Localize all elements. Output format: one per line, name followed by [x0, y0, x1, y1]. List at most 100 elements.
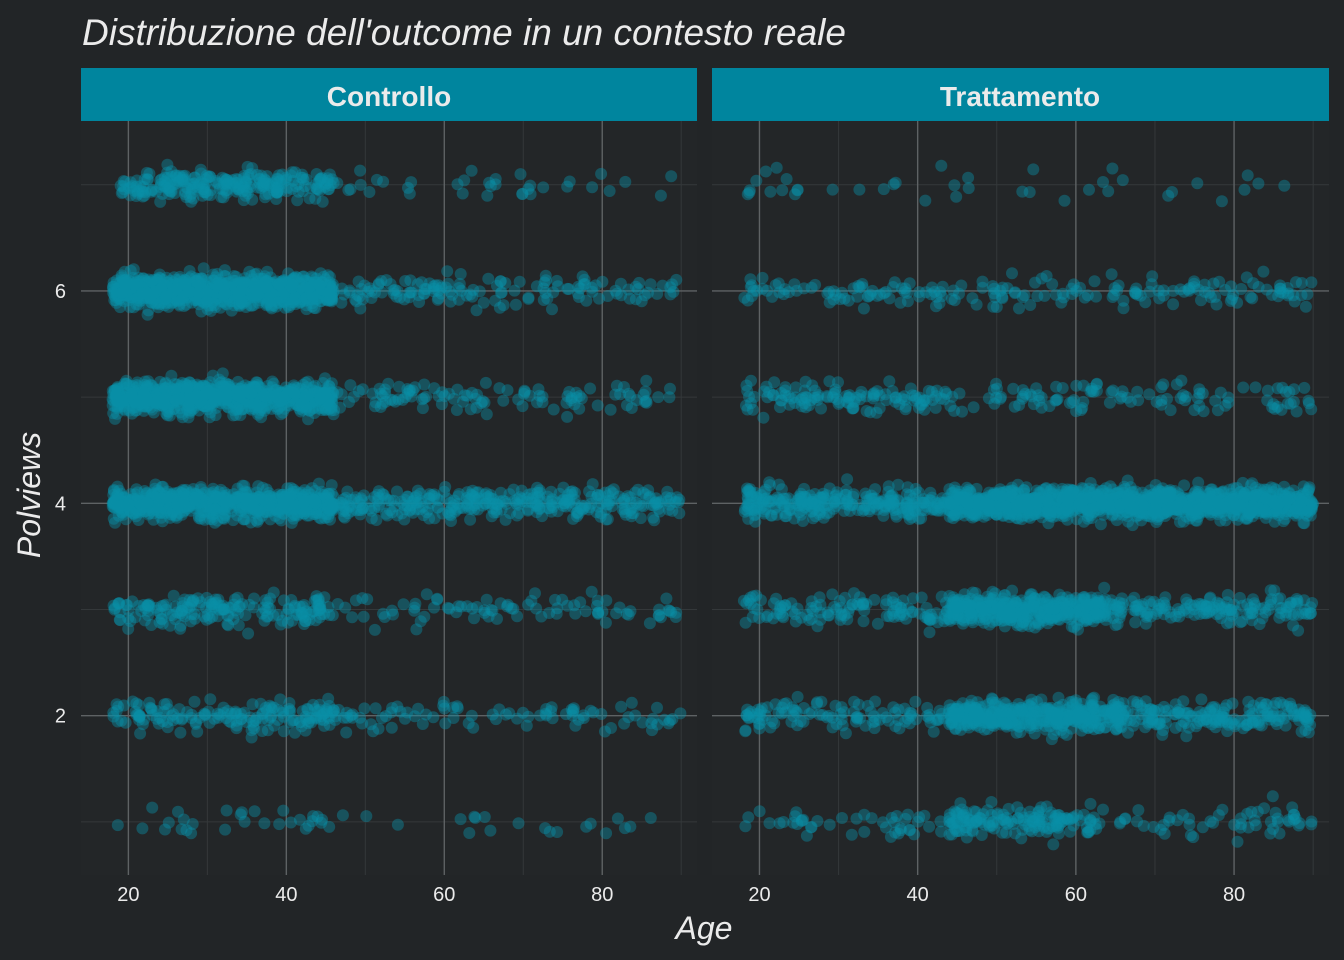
data-point: [113, 597, 125, 610]
data-point: [122, 622, 135, 635]
data-point: [206, 508, 219, 521]
data-point: [674, 707, 687, 720]
data-point: [110, 704, 123, 717]
data-point: [131, 486, 144, 499]
data-point: [204, 184, 217, 197]
data-point: [311, 810, 324, 823]
data-point: [640, 396, 653, 409]
data-point: [264, 711, 277, 724]
data-point: [308, 703, 321, 716]
data-point: [525, 594, 538, 607]
data-point: [318, 707, 331, 720]
data-point: [198, 513, 211, 526]
data-point: [545, 495, 558, 508]
data-point: [295, 486, 308, 499]
data-point: [144, 495, 157, 508]
data-point: [145, 619, 158, 631]
data-point: [977, 808, 989, 821]
data-point: [201, 608, 214, 621]
data-point: [314, 602, 327, 615]
data-point: [133, 709, 146, 722]
data-point: [739, 725, 752, 738]
data-point: [323, 712, 335, 725]
data-point: [274, 498, 287, 510]
data-point: [354, 302, 367, 315]
data-point: [522, 598, 535, 611]
data-point: [224, 494, 237, 507]
data-point: [624, 605, 637, 618]
data-point: [174, 622, 187, 635]
data-point: [800, 829, 813, 842]
data-point: [326, 502, 339, 515]
data-point: [1097, 803, 1109, 816]
data-point: [468, 810, 481, 823]
data-point: [150, 492, 163, 505]
data-point: [466, 602, 479, 615]
data-point: [229, 705, 242, 718]
data-point: [584, 817, 597, 830]
data-point: [135, 498, 147, 511]
data-point: [408, 710, 421, 723]
data-point: [395, 495, 407, 508]
data-point: [214, 483, 227, 496]
data-point: [225, 495, 238, 508]
data-point: [268, 719, 281, 732]
data-point: [478, 606, 491, 619]
data-point: [288, 601, 301, 614]
data-point: [220, 804, 233, 817]
data-point: [505, 602, 518, 615]
data-point: [194, 596, 207, 609]
data-point: [1024, 810, 1037, 823]
data-point: [140, 496, 153, 509]
data-point: [344, 379, 357, 392]
data-point: [205, 603, 218, 616]
data-point: [206, 598, 218, 611]
data-point: [139, 498, 152, 510]
data-point: [629, 280, 642, 293]
data-point: [637, 500, 650, 513]
data-point: [193, 494, 206, 507]
data-point: [340, 726, 353, 739]
data-point: [265, 709, 278, 722]
data-point: [121, 498, 133, 511]
data-point: [589, 279, 602, 292]
data-point: [107, 496, 120, 509]
data-point: [346, 711, 359, 724]
data-point: [386, 702, 399, 714]
data-point: [108, 602, 121, 615]
data-point: [117, 503, 130, 515]
data-point: [165, 508, 178, 521]
data-point: [119, 716, 132, 729]
data-point: [785, 715, 798, 728]
data-point: [1231, 835, 1244, 848]
data-point: [1163, 811, 1176, 824]
data-point: [296, 705, 309, 718]
data-point: [654, 611, 667, 624]
data-point: [277, 710, 290, 723]
data-point: [122, 604, 135, 617]
data-point: [172, 496, 185, 509]
data-point: [229, 493, 242, 506]
data-point: [262, 601, 275, 614]
data-point: [152, 717, 165, 730]
data-point: [146, 709, 159, 721]
data-point: [533, 486, 546, 499]
data-point: [624, 820, 637, 833]
data-point: [204, 495, 216, 508]
data-point: [259, 188, 272, 201]
data-point: [408, 604, 421, 617]
data-point: [238, 275, 251, 288]
data-point: [490, 713, 502, 726]
data-point: [283, 703, 296, 715]
data-point: [111, 715, 124, 728]
data-point: [823, 818, 836, 831]
data-point: [259, 594, 272, 607]
data-point: [167, 708, 180, 721]
data-point: [259, 604, 272, 617]
data-point: [517, 706, 529, 719]
data-point: [230, 714, 243, 727]
data-point: [274, 499, 287, 512]
data-point: [1132, 804, 1145, 817]
data-point: [1047, 838, 1060, 851]
data-point: [183, 376, 196, 389]
